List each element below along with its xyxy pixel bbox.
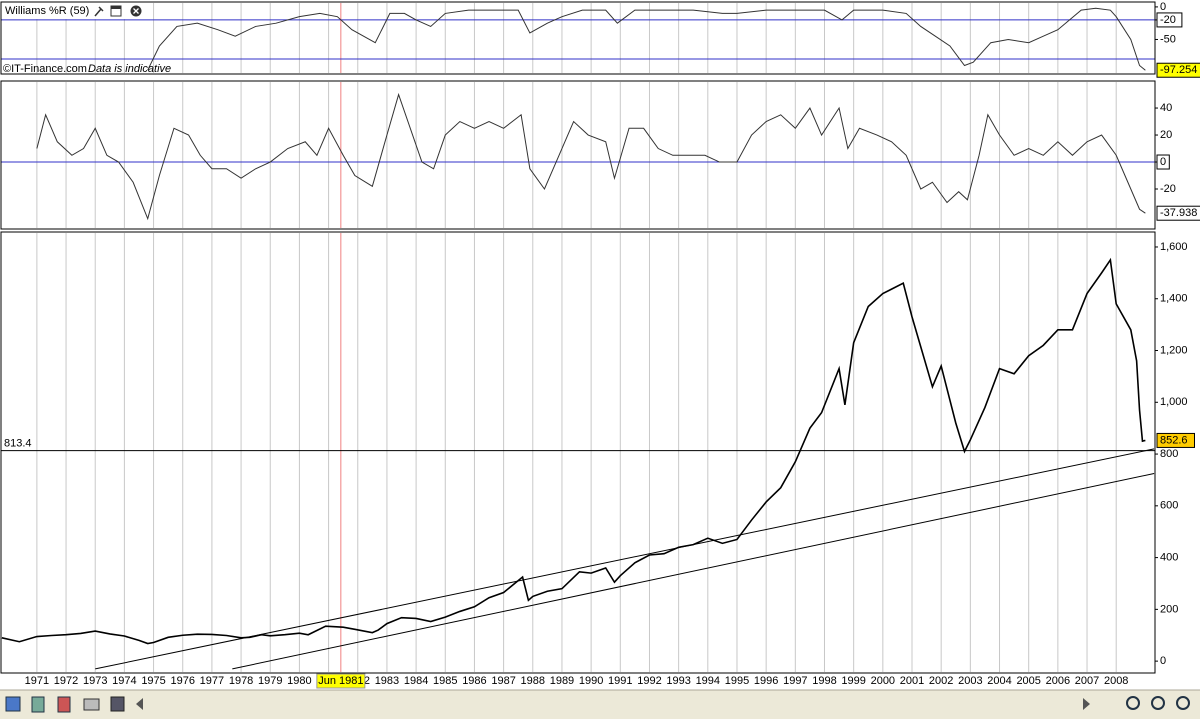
value-box-label: -97.254 — [1160, 64, 1197, 76]
panel-frame — [0, 231, 1156, 674]
toolbar-buttons[interactable] — [5, 696, 1190, 713]
x-tick-label: 1995 — [725, 675, 749, 687]
x-tick-label: 1984 — [404, 675, 428, 687]
x-tick-label: 1983 — [375, 675, 399, 687]
trend-line — [232, 472, 1155, 670]
y-tick-label: 400 — [1160, 551, 1178, 563]
x-tick-label: 1985 — [433, 675, 457, 687]
value-box — [1156, 154, 1170, 170]
value-box — [1156, 12, 1183, 28]
y-tick-label: 1,600 — [1160, 241, 1188, 253]
value-box — [1156, 205, 1200, 221]
y-tick-label: 20 — [1160, 129, 1172, 141]
x-tick-label: 2002 — [929, 675, 953, 687]
series-line — [36, 92, 1146, 221]
x-tick-label: 2007 — [1075, 675, 1099, 687]
data-layer — [1, 7, 1155, 670]
x-tick-label: 1972 — [54, 675, 78, 687]
scroll-left-button[interactable] — [136, 698, 143, 710]
note-text: Data is indicative — [88, 63, 171, 75]
toolbar-button[interactable] — [57, 696, 71, 713]
x-tick-label: 1975 — [141, 675, 165, 687]
x-tick-label: 1971 — [25, 675, 49, 687]
zoom-button[interactable] — [1126, 696, 1140, 710]
y-tick-label: 200 — [1160, 603, 1178, 615]
value-box-label: 852.6 — [1160, 434, 1188, 446]
scroll-right-button[interactable] — [1083, 698, 1090, 710]
x-tick-label: 1992 — [637, 675, 661, 687]
y-tick-label: 800 — [1160, 448, 1178, 460]
y-tick-label: 1,200 — [1160, 344, 1188, 356]
x-tick-label: 1974 — [112, 675, 136, 687]
x-tick-label: 1980 — [287, 675, 311, 687]
value-box — [1156, 62, 1200, 78]
x-tick-label: 2008 — [1104, 675, 1128, 687]
value-box-label: 0 — [1160, 156, 1166, 168]
y-tick-label: 600 — [1160, 500, 1178, 512]
x-tick-label: 1989 — [550, 675, 574, 687]
y-tick-label: 40 — [1160, 102, 1172, 114]
panel-icons[interactable] — [94, 5, 142, 17]
toolbar-button[interactable] — [110, 696, 125, 712]
value-box — [1156, 432, 1195, 448]
toolbar-button[interactable] — [31, 696, 45, 713]
x-tick-label: 1999 — [841, 675, 865, 687]
crosshair-label-box — [316, 673, 366, 689]
x-tick-label: 1979 — [258, 675, 282, 687]
settings-icon[interactable] — [94, 6, 104, 17]
x-tick-label: 2001 — [900, 675, 924, 687]
window-icon-bar — [111, 6, 121, 9]
y-tick-label: -50 — [1160, 33, 1176, 45]
x-tick-label: 1988 — [521, 675, 545, 687]
value-box-label: -37.938 — [1160, 207, 1197, 219]
crosshair-label: Jun 1981 — [318, 675, 363, 687]
x-tick-label: 1997 — [783, 675, 807, 687]
y-tick-label: 0 — [1160, 655, 1166, 667]
x-tick-label: 2006 — [1046, 675, 1070, 687]
x-tick-label: 1990 — [579, 675, 603, 687]
toolbar-button[interactable] — [5, 696, 21, 712]
x-tick-label: 2004 — [987, 675, 1011, 687]
x-tick-label: 1998 — [812, 675, 836, 687]
trend-line — [95, 448, 1155, 670]
panel-title: Williams %R (59) — [5, 5, 89, 17]
x-tick-label: 1977 — [200, 675, 224, 687]
y-tick-label: 1,400 — [1160, 293, 1188, 305]
x-tick-label: 2003 — [958, 675, 982, 687]
grid-layer — [36, 3, 1117, 672]
panel-frame — [0, 1, 1156, 75]
reference-label: 813.4 — [4, 437, 32, 449]
close-icon-cross — [133, 8, 139, 14]
series-line — [1, 257, 1146, 645]
x-tick-label: 1994 — [696, 675, 720, 687]
zoom-out-button[interactable] — [1151, 696, 1165, 710]
x-tick-label: 2005 — [1016, 675, 1040, 687]
label-layer: 0-20-50-20-97.25440200-200-37.9380200400… — [4, 1, 1200, 689]
source-text: ©IT-Finance.com — [3, 63, 87, 75]
toolbar — [0, 690, 1200, 719]
x-tick-label: 1973 — [83, 675, 107, 687]
y-tick-label: 0 — [1160, 1, 1166, 13]
x-tick-label: 1976 — [170, 675, 194, 687]
x-tick-label: 1978 — [229, 675, 253, 687]
x-tick-label: 1991 — [608, 675, 632, 687]
x-tick-label: 1993 — [666, 675, 690, 687]
zoom-in-button[interactable] — [1176, 696, 1190, 710]
y-tick-label: 1,000 — [1160, 396, 1188, 408]
x-tick-label: 1996 — [754, 675, 778, 687]
x-tick-label: 1986 — [462, 675, 486, 687]
toolbar-button[interactable] — [83, 698, 100, 711]
x-tick-label: 2000 — [871, 675, 895, 687]
series-line — [147, 7, 1146, 71]
x-tick-label: 1987 — [491, 675, 515, 687]
value-box-label: -20 — [1160, 14, 1176, 26]
y-tick-label: -20 — [1160, 183, 1176, 195]
panel-frame — [0, 80, 1156, 230]
